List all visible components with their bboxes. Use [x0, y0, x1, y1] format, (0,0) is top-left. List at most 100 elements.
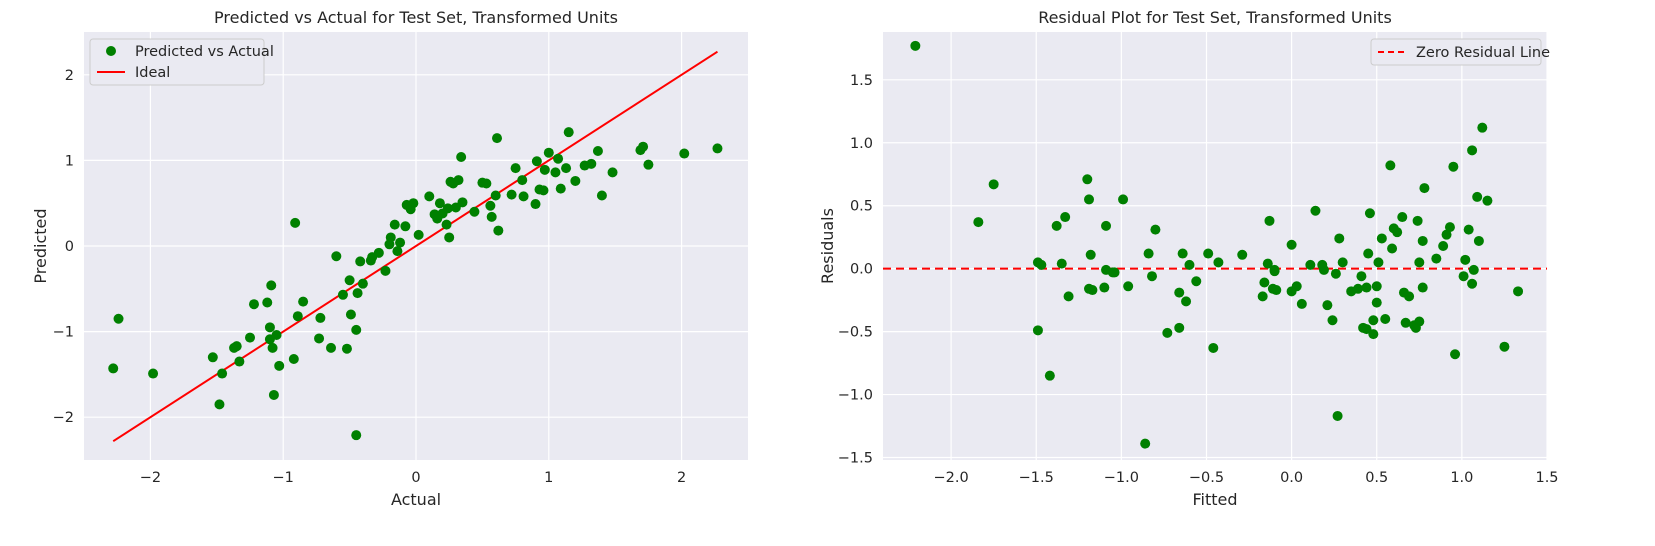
data-point: [469, 206, 480, 217]
tick-labels: −2.0 −1.5 −1.0 −0.5 0.0 0.5 1.0 1.5 −1.5 −1.0 −0.5…: [838, 73, 1559, 486]
legend-box: [1370, 38, 1542, 66]
data-point: [1032, 325, 1043, 336]
data-point: [638, 141, 649, 152]
data-point: [988, 179, 999, 190]
y-tick-label: −1.5: [838, 450, 873, 466]
data-point: [1143, 248, 1154, 259]
legend-entry-zero-residual-line: Zero Residual Line: [1416, 45, 1550, 61]
y-axis-label: Residuals: [818, 208, 837, 284]
scatter-points: [108, 127, 723, 441]
data-point: [1385, 160, 1396, 171]
data-point: [442, 203, 453, 214]
data-point: [292, 311, 303, 322]
data-point: [408, 198, 419, 209]
data-point: [1087, 285, 1098, 296]
data-point: [1513, 286, 1524, 297]
y-tick-label: −2: [53, 410, 74, 426]
data-point: [1264, 215, 1275, 226]
data-point: [1184, 259, 1195, 270]
data-point: [357, 278, 368, 289]
data-point: [400, 221, 411, 232]
data-point: [643, 159, 654, 170]
data-point: [1371, 281, 1382, 292]
data-point: [1460, 254, 1471, 265]
x-tick-label: 1.0: [1450, 470, 1473, 486]
data-point: [217, 368, 228, 379]
data-point: [1296, 298, 1307, 309]
data-point: [457, 197, 468, 208]
data-point: [679, 148, 690, 159]
y-tick-label: 0.5: [850, 199, 873, 215]
x-tick-label: 0.0: [1280, 470, 1303, 486]
data-point: [1361, 324, 1372, 335]
x-tick-label: −1.0: [1104, 470, 1139, 486]
data-point: [1257, 291, 1268, 302]
ideal-line: [112, 50, 718, 443]
data-point: [1364, 208, 1375, 219]
data-point: [1419, 183, 1430, 194]
data-point: [1334, 233, 1345, 244]
data-point: [1056, 258, 1067, 269]
data-point: [481, 178, 492, 189]
data-point: [1376, 233, 1387, 244]
data-point: [1361, 282, 1372, 293]
data-point: [351, 324, 362, 335]
x-tick-label: 0.5: [1365, 470, 1388, 486]
data-point: [1305, 259, 1316, 270]
data-point: [1109, 267, 1120, 278]
data-point: [1123, 281, 1134, 292]
data-point: [1051, 220, 1062, 231]
data-point: [148, 368, 159, 379]
data-point: [492, 133, 503, 144]
data-point: [1259, 277, 1270, 288]
data-point: [1140, 438, 1151, 449]
data-point: [570, 175, 581, 186]
x-tick-label: 1: [544, 470, 553, 486]
legend-entry-ideal: Ideal: [135, 65, 170, 81]
x-tick-label: −2: [140, 470, 161, 486]
data-point: [1036, 259, 1047, 270]
data-point: [1356, 271, 1367, 282]
data-point: [248, 299, 259, 310]
data-point: [1397, 212, 1408, 223]
x-tick-label: 0: [411, 470, 420, 486]
data-point: [1380, 314, 1391, 325]
data-point: [380, 265, 391, 276]
legend-box: [89, 38, 265, 86]
data-point: [1417, 235, 1428, 246]
data-point: [1450, 349, 1461, 360]
data-point: [234, 356, 245, 367]
data-point: [1404, 291, 1415, 302]
data-point: [1269, 266, 1280, 277]
data-point: [214, 399, 225, 410]
legend-entry-predicted-vs-actual: Predicted vs Actual: [135, 44, 274, 60]
x-axis-label: Fitted: [1192, 490, 1237, 509]
legend: Predicted vs Actual Ideal: [89, 38, 274, 86]
data-point: [1477, 122, 1488, 133]
data-point: [351, 430, 362, 441]
data-point: [337, 289, 348, 300]
y-axis-label: Predicted: [31, 208, 50, 283]
y-tick-label: −1.0: [838, 388, 873, 404]
data-point: [1400, 317, 1411, 328]
data-point: [345, 309, 356, 320]
data-point: [517, 175, 528, 186]
data-point: [910, 40, 921, 51]
data-point: [561, 163, 572, 174]
data-point: [1286, 239, 1297, 250]
data-point: [1174, 322, 1185, 333]
data-point: [344, 275, 355, 286]
data-point: [413, 229, 424, 240]
data-point: [1417, 282, 1428, 293]
data-point: [1191, 276, 1202, 287]
data-point: [1473, 235, 1484, 246]
data-point: [1472, 191, 1483, 202]
data-point: [518, 191, 529, 202]
data-point: [1150, 224, 1161, 235]
y-tick-label: 0: [65, 239, 74, 255]
data-point: [434, 198, 445, 209]
data-point: [1310, 205, 1321, 216]
x-tick-label: 1.5: [1535, 470, 1558, 486]
data-point: [490, 190, 501, 201]
data-point: [553, 153, 564, 164]
